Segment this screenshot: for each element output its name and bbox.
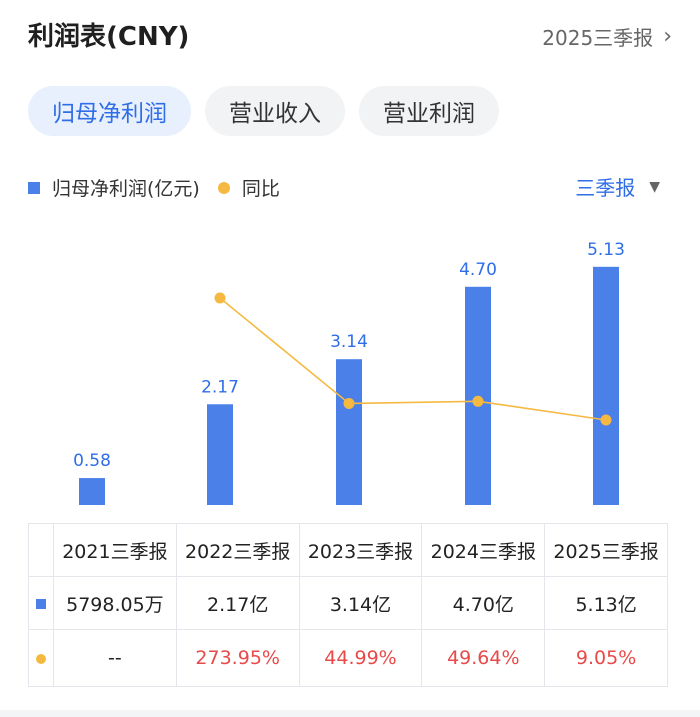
table-cell: 9.05% (544, 629, 668, 687)
table-corner (28, 523, 54, 577)
line-legend-label: 同比 (241, 178, 280, 200)
bar-legend-swatch (28, 181, 40, 194)
chevron-right-icon: › (663, 24, 672, 49)
bar-legend-label: 归母净利润(亿元) (52, 178, 200, 200)
bar-value-label: 0.58 (73, 451, 111, 471)
tab-net-profit[interactable]: 归母净利润 (28, 86, 191, 136)
data-table: 2021三季报 2022三季报 2023三季报 2024三季报 2025三季报 … (28, 523, 668, 687)
tab-label: 营业利润 (383, 101, 475, 127)
table-header-cell: 2023三季报 (298, 523, 423, 577)
profit-row-marker (28, 576, 54, 630)
table-cell: -- (53, 629, 177, 687)
bar-value-label: 5.13 (587, 240, 625, 260)
tab-revenue[interactable]: 营业收入 (205, 86, 345, 136)
line-legend-swatch (217, 181, 230, 194)
table-cell: 2.17亿 (175, 576, 300, 630)
yoy-point (600, 414, 612, 426)
period-label: 2025三季报 (542, 26, 654, 50)
table-cell: 3.14亿 (298, 576, 423, 630)
yoy-row-marker (28, 629, 54, 687)
bar-value-label: 3.14 (330, 332, 368, 352)
yoy-point (343, 397, 355, 409)
report-period-selector[interactable]: 三季报 ▼ (575, 172, 660, 201)
bar-value-label: 4.70 (459, 260, 497, 280)
tab-label: 归母净利润 (52, 101, 167, 127)
table-header-row: 2021三季报 2022三季报 2023三季报 2024三季报 2025三季报 (28, 523, 668, 577)
selector-label: 三季报 (575, 176, 636, 200)
table-header-cell: 2022三季报 (175, 523, 300, 577)
table-header-cell: 2021三季报 (53, 523, 177, 577)
profit-bar (593, 266, 619, 505)
period-link[interactable]: 2025三季报 › (542, 22, 672, 51)
page-title: 利润表(CNY) (28, 22, 190, 52)
table-cell: 5798.05万 (53, 576, 177, 630)
metric-tabs: 归母净利润 营业收入 营业利润 (28, 86, 499, 136)
tab-label: 营业收入 (229, 101, 321, 127)
bottom-divider (0, 710, 700, 717)
caret-down-icon: ▼ (649, 178, 660, 195)
table-cell: 44.99% (298, 629, 423, 687)
yoy-point (472, 395, 484, 407)
profit-bar (79, 478, 105, 505)
table-row-profit: 5798.05万 2.17亿 3.14亿 4.70亿 5.13亿 (28, 576, 668, 630)
header: 利润表(CNY) 2025三季报 › (28, 14, 672, 54)
table-cell: 49.64% (421, 629, 546, 687)
table-cell: 5.13亿 (544, 576, 668, 630)
table-header-cell: 2024三季报 (421, 523, 546, 577)
table-row-yoy: -- 273.95% 44.99% 49.64% 9.05% (28, 629, 668, 687)
table-cell: 4.70亿 (421, 576, 546, 630)
yoy-line (219, 297, 607, 421)
bar-value-label: 2.17 (201, 377, 239, 397)
chart-legend: 归母净利润(亿元) 同比 (28, 174, 280, 201)
dot-marker-icon (36, 654, 46, 664)
profit-bar (336, 359, 362, 505)
bar-marker-icon (36, 599, 46, 609)
table-header-cell: 2025三季报 (544, 523, 668, 577)
tab-operating-profit[interactable]: 营业利润 (359, 86, 499, 136)
profit-bar (207, 404, 233, 505)
profit-chart: 0.58 2.17 3.14 4.70 5.13 (73, 240, 625, 505)
table-cell: 273.95% (175, 629, 300, 687)
yoy-point (214, 292, 226, 304)
